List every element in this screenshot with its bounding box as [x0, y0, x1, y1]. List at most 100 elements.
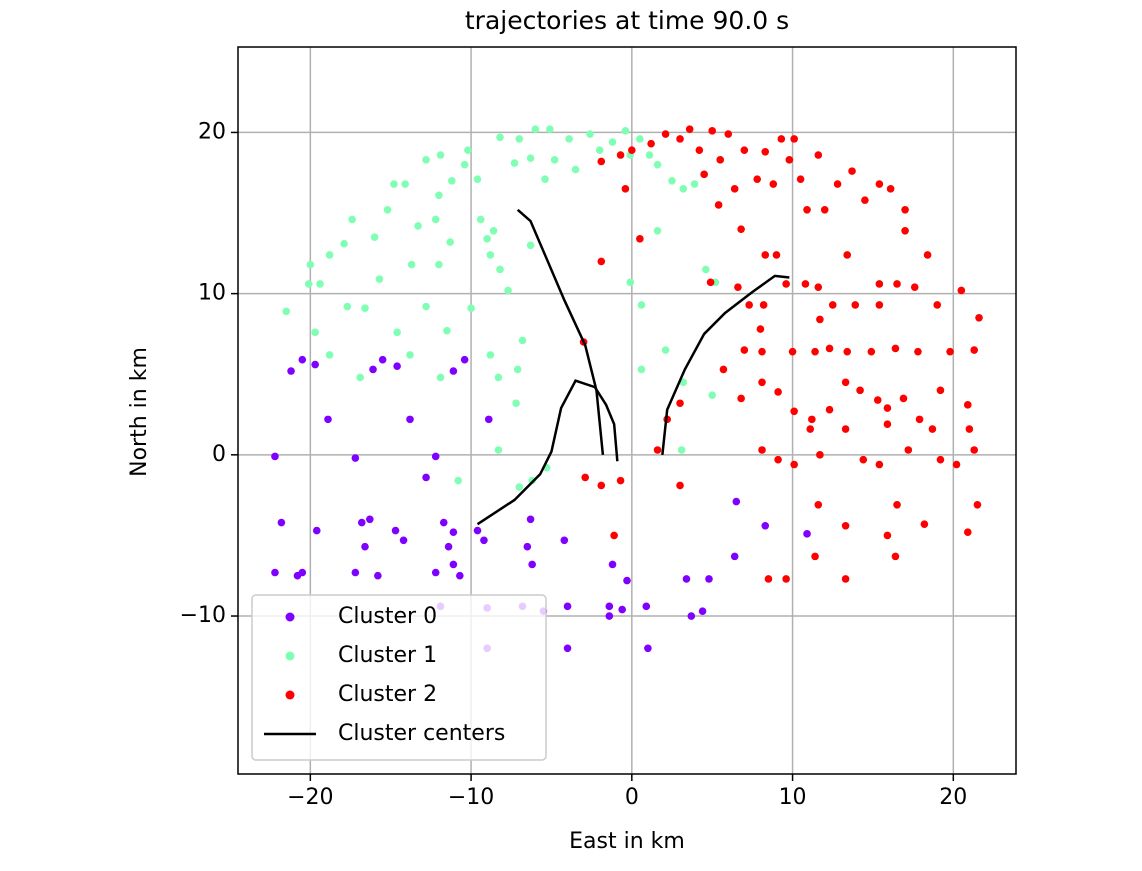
point — [811, 552, 819, 561]
point — [489, 226, 498, 235]
point — [676, 399, 684, 408]
point — [595, 146, 604, 154]
point — [806, 425, 815, 433]
point — [618, 605, 626, 614]
point — [390, 180, 398, 188]
point — [526, 515, 535, 524]
point — [460, 160, 469, 169]
point — [785, 156, 794, 164]
legend-box — [251, 594, 547, 761]
point — [828, 301, 837, 309]
point — [668, 176, 676, 185]
point — [661, 346, 670, 354]
point — [883, 420, 892, 429]
point — [366, 515, 374, 524]
point — [597, 257, 606, 266]
point — [724, 130, 733, 138]
point — [621, 127, 630, 135]
x-tick-label: −10 — [448, 785, 494, 810]
point — [740, 146, 749, 154]
point — [952, 460, 961, 469]
point — [901, 206, 909, 214]
point — [494, 373, 503, 382]
point — [891, 552, 900, 561]
point — [848, 167, 856, 175]
point — [653, 446, 662, 454]
point — [698, 607, 707, 615]
point — [518, 336, 527, 345]
point — [565, 135, 573, 143]
point — [816, 451, 824, 459]
point — [496, 265, 504, 274]
point — [312, 526, 321, 535]
point — [456, 571, 464, 580]
point — [690, 180, 699, 188]
point — [677, 446, 686, 454]
point — [436, 151, 445, 159]
point — [782, 280, 790, 288]
x-axis-label: East in km — [569, 829, 685, 854]
x-tick-label: 10 — [779, 785, 807, 810]
point — [910, 283, 919, 291]
point — [970, 446, 979, 454]
point — [644, 644, 652, 653]
point — [705, 575, 713, 583]
point — [361, 304, 369, 312]
point — [608, 560, 617, 569]
point — [899, 394, 908, 403]
point — [473, 175, 482, 183]
y-axis-label: North in km — [127, 347, 152, 477]
point — [759, 301, 768, 309]
point — [581, 473, 590, 482]
point — [531, 125, 540, 134]
point — [946, 347, 954, 356]
point — [740, 346, 749, 354]
point — [645, 151, 654, 159]
point — [287, 367, 295, 375]
point — [431, 568, 440, 577]
point — [454, 476, 463, 485]
point — [732, 497, 741, 506]
point — [515, 483, 524, 491]
x-tick-label: −20 — [287, 785, 333, 810]
point — [282, 307, 291, 316]
point — [706, 278, 715, 287]
plot-frame — [237, 46, 1017, 775]
point — [637, 365, 646, 374]
legend-label: Cluster centers — [338, 721, 505, 746]
point — [306, 260, 315, 269]
point — [621, 185, 630, 193]
point — [608, 138, 617, 146]
point — [719, 365, 728, 374]
point — [682, 575, 691, 583]
point — [422, 473, 430, 482]
point — [528, 560, 536, 569]
point — [825, 405, 834, 414]
point — [375, 275, 384, 283]
point — [597, 481, 606, 490]
point — [637, 301, 646, 309]
point — [841, 575, 850, 583]
point — [356, 373, 364, 382]
point — [973, 501, 982, 509]
point — [277, 518, 286, 527]
point — [628, 146, 636, 154]
point — [406, 415, 414, 424]
legend-marker — [285, 651, 295, 661]
point — [623, 576, 631, 585]
point — [383, 206, 392, 214]
point — [761, 251, 770, 259]
legend: Cluster 0 Cluster 1 Cluster 2 Cluster cente… — [251, 594, 547, 761]
point — [774, 388, 782, 396]
point — [820, 206, 829, 214]
point — [494, 446, 503, 454]
point — [875, 301, 884, 309]
point — [676, 135, 684, 143]
point — [473, 526, 482, 535]
point — [597, 157, 606, 166]
point — [808, 415, 816, 424]
point — [841, 425, 850, 433]
point — [796, 175, 805, 183]
point — [904, 446, 913, 454]
point — [449, 528, 458, 537]
